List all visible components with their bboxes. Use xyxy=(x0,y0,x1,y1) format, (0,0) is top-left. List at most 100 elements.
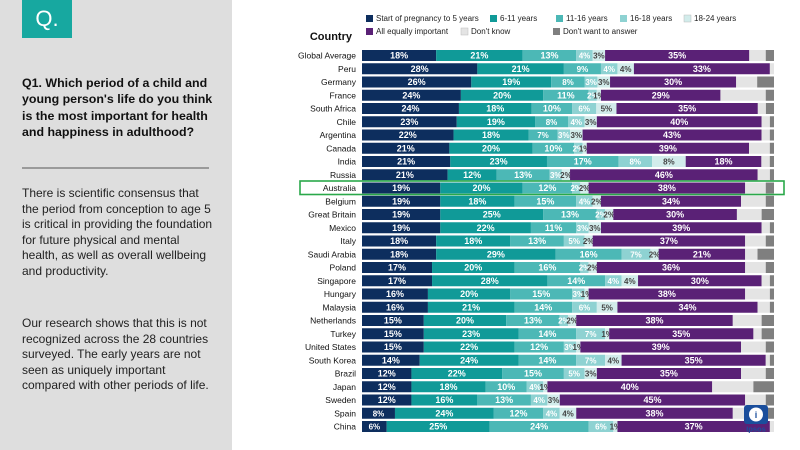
bar-segment-18-24-years xyxy=(584,288,589,300)
bar-segment-11-16-years xyxy=(514,301,573,313)
bar-segment-18-24-years xyxy=(547,394,560,406)
bar-value-label: 10% xyxy=(543,104,561,114)
bar-segment-11-16-years xyxy=(546,156,619,167)
bar-segment-6-11-years xyxy=(432,262,515,273)
bar-value-label: 6% xyxy=(595,423,607,432)
bar-value-label: 24% xyxy=(435,408,453,418)
bar-segment-18-24-years xyxy=(588,222,601,234)
bar-segment-16-18-years xyxy=(563,368,585,379)
bar-value-label: 3% xyxy=(577,224,589,233)
bar-segment-6-11-years xyxy=(432,275,548,287)
country-label-russia: Russia xyxy=(330,170,356,180)
bar-value-label: 22% xyxy=(448,369,466,379)
row-saudi-arabia: Saudi Arabia 18% 29% 16% 7% 2% 21% xyxy=(308,248,774,260)
bar-value-label: 15% xyxy=(384,342,402,352)
bar-segment-start-of-pregnancy-to-5-years xyxy=(362,142,450,154)
bar-segment-6-11-years xyxy=(423,341,515,353)
bar-segment-start-of-pregnancy-to-5-years xyxy=(362,63,478,75)
bar-segment-don-t-want-to-answer xyxy=(757,248,774,260)
bar-segment-18-24-years xyxy=(568,315,577,326)
bar-segment-11-16-years xyxy=(551,76,585,88)
bar-value-label: 19% xyxy=(392,223,410,233)
bar-segment-11-16-years xyxy=(502,368,564,379)
bar-segment-start-of-pregnancy-to-5-years xyxy=(362,235,437,247)
bar-segment-don-t-want-to-answer xyxy=(765,262,774,273)
bar-segment-6-11-years xyxy=(477,63,564,75)
country-label-italy: Italy xyxy=(340,236,356,246)
bar-segment-start-of-pregnancy-to-5-years xyxy=(362,129,454,141)
bar-value-label: 18% xyxy=(390,236,408,246)
bar-value-label: 21% xyxy=(693,249,711,259)
bar-segment-11-16-years xyxy=(514,195,577,207)
bar-segment-don-t-know xyxy=(736,209,762,220)
bar-segment-6-11-years xyxy=(453,129,529,141)
row-belgium: Belgium 19% 18% 15% 4% 2% 34% xyxy=(325,195,774,207)
bar-value-label: 1% xyxy=(579,144,591,153)
country-label-great-britain: Great Britain xyxy=(308,210,356,220)
bar-value-label: 8% xyxy=(373,409,385,418)
bar-segment-18-24-years xyxy=(576,341,581,353)
ipsos-logo-glyph: i xyxy=(755,410,758,420)
bar-value-label: 2% xyxy=(579,264,591,273)
bar-value-label: 12% xyxy=(378,369,396,379)
legend-swatch-all-equally-important xyxy=(366,28,373,35)
bar-segment-all-equally-important xyxy=(658,248,746,260)
country-label-china: China xyxy=(334,422,356,432)
bar-value-label: 17% xyxy=(388,276,406,286)
country-label-hungary: Hungary xyxy=(324,289,357,299)
bar-value-label: 2% xyxy=(649,250,661,259)
bar-segment-don-t-know xyxy=(761,275,770,287)
bar-value-label: 13% xyxy=(495,395,513,405)
bar-value-label: 9% xyxy=(577,65,589,74)
bar-segment-don-t-want-to-answer xyxy=(765,103,774,114)
bar-segment-don-t-want-to-answer xyxy=(761,328,774,340)
country-label-mexico: Mexico xyxy=(329,223,356,233)
bar-value-label: 24% xyxy=(402,90,420,100)
bar-value-label: 1% xyxy=(610,423,622,432)
bar-segment-18-24-years xyxy=(596,301,618,313)
bar-value-label: 5% xyxy=(601,105,613,114)
legend-label-16-18-years: 16-18 years xyxy=(630,14,672,23)
row-argentina: Argentina 22% 18% 7% 3% 3% 43% xyxy=(320,129,774,141)
bar-segment-start-of-pregnancy-to-5-years xyxy=(362,156,451,167)
bar-value-label: 38% xyxy=(646,408,664,418)
bar-segment-all-equally-important xyxy=(547,381,713,393)
bar-segment-all-equally-important xyxy=(576,407,733,419)
country-label-peru: Peru xyxy=(338,64,356,74)
bar-segment-don-t-want-to-answer xyxy=(765,235,774,247)
bar-value-label: 8% xyxy=(663,158,675,167)
bar-segment-don-t-want-to-answer xyxy=(761,209,774,220)
bar-value-label: 21% xyxy=(397,143,415,153)
bar-segment-6-11-years xyxy=(440,182,523,194)
bar-segment-6-11-years xyxy=(436,248,556,260)
bar-segment-18-24-years xyxy=(592,195,601,207)
country-label-germany: Germany xyxy=(321,77,357,87)
bar-value-label: 20% xyxy=(482,143,500,153)
bar-segment-18-24-years xyxy=(650,248,659,260)
country-label-malaysia: Malaysia xyxy=(322,302,356,312)
row-hungary: Hungary 16% 20% 15% 3%1% 38% xyxy=(324,288,774,300)
bar-segment-18-24-years xyxy=(652,156,686,167)
bar-segment-16-18-years xyxy=(576,354,606,366)
bar-segment-16-18-years xyxy=(572,288,585,300)
chart-legend: Start of pregnancy to 5 years 6-11 years 1… xyxy=(366,14,736,36)
bar-value-label: 18% xyxy=(482,130,500,140)
bar-value-label: 2% xyxy=(570,184,582,193)
bar-segment-don-t-want-to-answer xyxy=(769,222,774,234)
bar-value-label: 18% xyxy=(464,236,482,246)
bar-value-label: 18% xyxy=(486,104,504,114)
bar-value-label: 19% xyxy=(392,183,410,193)
bar-segment-don-t-know xyxy=(712,381,754,393)
country-label-canada: Canada xyxy=(326,143,356,153)
bar-value-label: 1% xyxy=(540,383,552,392)
row-poland: Poland 17% 20% 16% 2%2% 36% xyxy=(330,262,774,273)
country-label-united-states: United States xyxy=(305,342,356,352)
bar-segment-all-equally-important xyxy=(610,76,737,88)
bar-value-label: 23% xyxy=(462,329,480,339)
bar-segment-6-11-years xyxy=(458,103,532,114)
left-panel: Q. Q1. Which period of a child and young… xyxy=(0,0,232,450)
row-canada: Canada 21% 20% 10% 2%1% 39% xyxy=(326,142,774,154)
bar-segment-don-t-know xyxy=(745,182,766,194)
bar-value-label: 8% xyxy=(629,158,641,167)
bar-segment-16-18-years xyxy=(618,156,653,167)
